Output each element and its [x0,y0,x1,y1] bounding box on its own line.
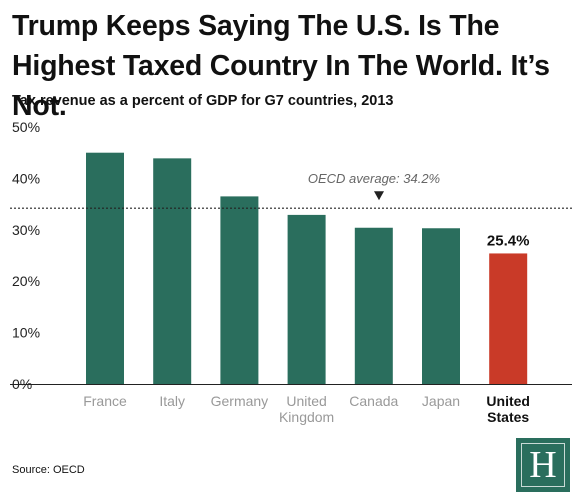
x-tick-label: Italy [159,393,185,409]
bar [287,214,326,384]
x-tick-label: Germany [211,393,269,409]
bar [86,152,124,384]
x-tick-label: United [486,393,530,409]
logo-letter: H [521,443,565,487]
x-tick-label: States [487,409,529,425]
x-tick-label: Japan [422,393,460,409]
reference-arrow-icon [374,191,384,201]
source-note: Source: OECD [12,464,85,476]
bar [422,228,460,384]
x-tick-label: Canada [349,393,398,409]
x-tick-label: France [83,393,127,409]
y-tick-label: 20% [12,273,40,289]
chart-title: Tax revenue as a percent of GDP for G7 c… [12,93,394,109]
y-tick-label: 30% [12,222,40,238]
x-tick-label: Kingdom [279,409,334,425]
y-tick-label: 10% [12,325,40,341]
data-label: 25.4% [487,232,530,249]
y-tick-label: 40% [12,170,40,186]
y-tick-label: 50% [12,119,40,135]
bar [220,196,259,384]
chart-headline: Trump Keeps Saying The U.S. Is The Highe… [12,10,550,122]
bar-highlight [489,253,528,384]
reference-line-label: OECD average: 34.2% [308,171,440,186]
x-tick-label: United [286,393,326,409]
bar [354,227,393,384]
huffpost-logo: H [516,438,570,492]
bar [153,158,192,384]
